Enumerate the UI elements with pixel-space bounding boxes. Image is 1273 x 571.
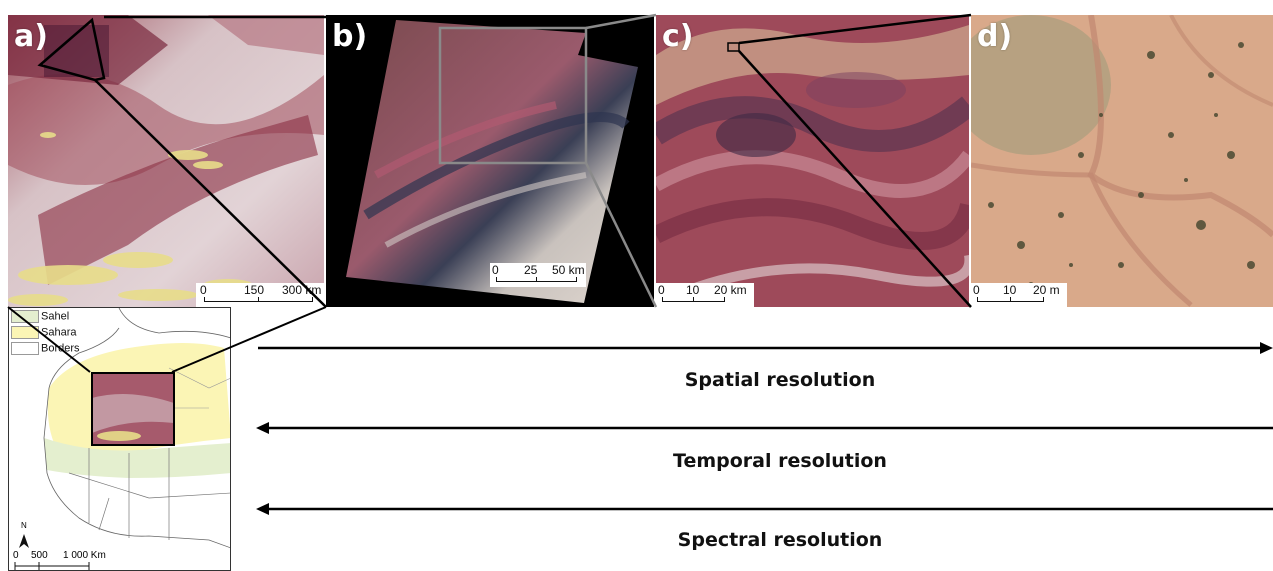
panel-d-label: d) xyxy=(977,19,1013,54)
map-scale-tick-2: 1 000 Km xyxy=(63,550,106,561)
panel-d-scale-tick-0: 0 xyxy=(973,283,980,297)
panel-c-scale-tick-0: 0 xyxy=(658,283,665,297)
panel-a-image: a) 0 150 300 km xyxy=(8,15,324,307)
panel-d-scale-bar: 0 10 20 m xyxy=(971,283,1067,307)
temporal-resolution-arrow xyxy=(256,422,1273,434)
panel-c-label: c) xyxy=(662,19,694,54)
panel-b-label: b) xyxy=(332,19,368,54)
map-scale-tick-0: 0 xyxy=(13,550,19,561)
panel-d-scale-tick-2: 20 m xyxy=(1033,283,1060,297)
panel-d-scale-tick-1: 10 xyxy=(1003,283,1017,297)
panel-b-scale-bar: 0 25 50 km xyxy=(490,263,586,287)
panel-c-scale-bar: 0 10 20 km xyxy=(656,283,754,307)
legend-swatch-borders xyxy=(11,342,39,355)
panel-a-scale-bar: 0 150 300 km xyxy=(196,283,324,307)
panel-c-scale-tick-2: 20 km xyxy=(714,283,747,297)
legend-label-sahel: Sahel xyxy=(41,310,70,323)
legend-item-sahel: Sahel xyxy=(11,310,69,323)
map-scale-tick-1: 500 xyxy=(31,550,48,561)
panel-c-scale-tick-1: 10 xyxy=(686,283,700,297)
panel-c-image: c) 0 10 20 km xyxy=(656,15,969,307)
temporal-resolution-label: Temporal resolution xyxy=(673,450,887,472)
panel-b-scale-tick-1: 25 xyxy=(524,263,538,277)
panel-b-scale-tick-2: 50 km xyxy=(552,263,585,277)
legend-swatch-sahel xyxy=(11,310,39,323)
spatial-resolution-label: Spatial resolution xyxy=(684,369,876,391)
panel-b-image: b) 0 25 50 km xyxy=(326,15,654,307)
locator-map: Sahel Sahara Borders N 0 500 1 000 Km xyxy=(8,307,231,571)
spectral-resolution-label: Spectral resolution xyxy=(677,529,883,551)
panel-d-image: d) 0 10 20 m xyxy=(971,15,1273,307)
legend-swatch-sahara xyxy=(11,326,39,339)
panel-a-scale-tick-1: 150 xyxy=(244,283,265,297)
panel-a-label: a) xyxy=(14,19,48,54)
north-arrow-label: N xyxy=(21,521,27,530)
map-legend: Sahel Sahara Borders xyxy=(11,310,91,360)
legend-item-sahara: Sahara xyxy=(11,326,76,339)
legend-item-borders: Borders xyxy=(11,342,80,355)
panel-b-scale-tick-0: 0 xyxy=(492,263,499,277)
spectral-resolution-arrow xyxy=(256,503,1273,515)
legend-label-sahara: Sahara xyxy=(41,326,77,339)
spatial-resolution-arrow xyxy=(258,342,1273,354)
panel-a-scale-tick-0: 0 xyxy=(200,283,207,297)
legend-label-borders: Borders xyxy=(41,342,80,355)
panel-a-scale-tick-2: 300 km xyxy=(282,283,322,297)
